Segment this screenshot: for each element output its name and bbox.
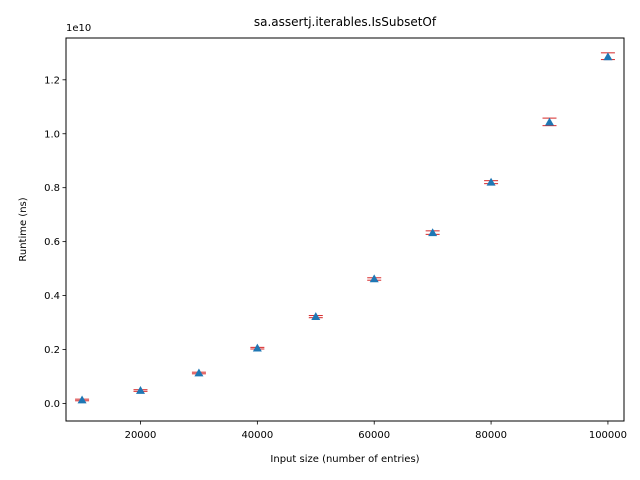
x-axis-label: Input size (number of entries) [270,454,419,465]
data-point-triangle [369,274,379,283]
y-tick-label: 0.8 [44,183,60,194]
y-tick-label: 1.2 [44,75,60,86]
x-tick-label: 40000 [241,430,273,441]
y-tick-label: 0.0 [44,399,60,410]
data-point-triangle [252,343,262,352]
x-tick-label: 80000 [475,430,507,441]
x-tick-label: 60000 [358,430,390,441]
plot-area [75,52,615,404]
y-tick-label: 0.4 [44,291,60,302]
x-tick-label: 100000 [589,430,627,441]
y-axis-label: Runtime (ns) [18,197,29,261]
x-tick-label: 20000 [125,430,157,441]
data-point-triangle [135,386,145,394]
y-offset-label: 1e10 [66,23,91,34]
axes-frame [65,37,625,422]
data-point-triangle [545,117,555,126]
data-point-triangle [77,395,87,404]
y-tick-label: 1.0 [44,129,60,140]
chart-title: sa.assertj.iterables.IsSubsetOf [254,15,437,29]
y-tick-label: 0.6 [44,237,60,248]
data-point-triangle [486,177,496,186]
data-point-triangle [603,52,613,61]
data-point-triangle [194,368,204,377]
y-tick-label: 0.2 [44,345,60,356]
data-point-triangle [311,312,321,320]
data-point-triangle [428,228,438,237]
